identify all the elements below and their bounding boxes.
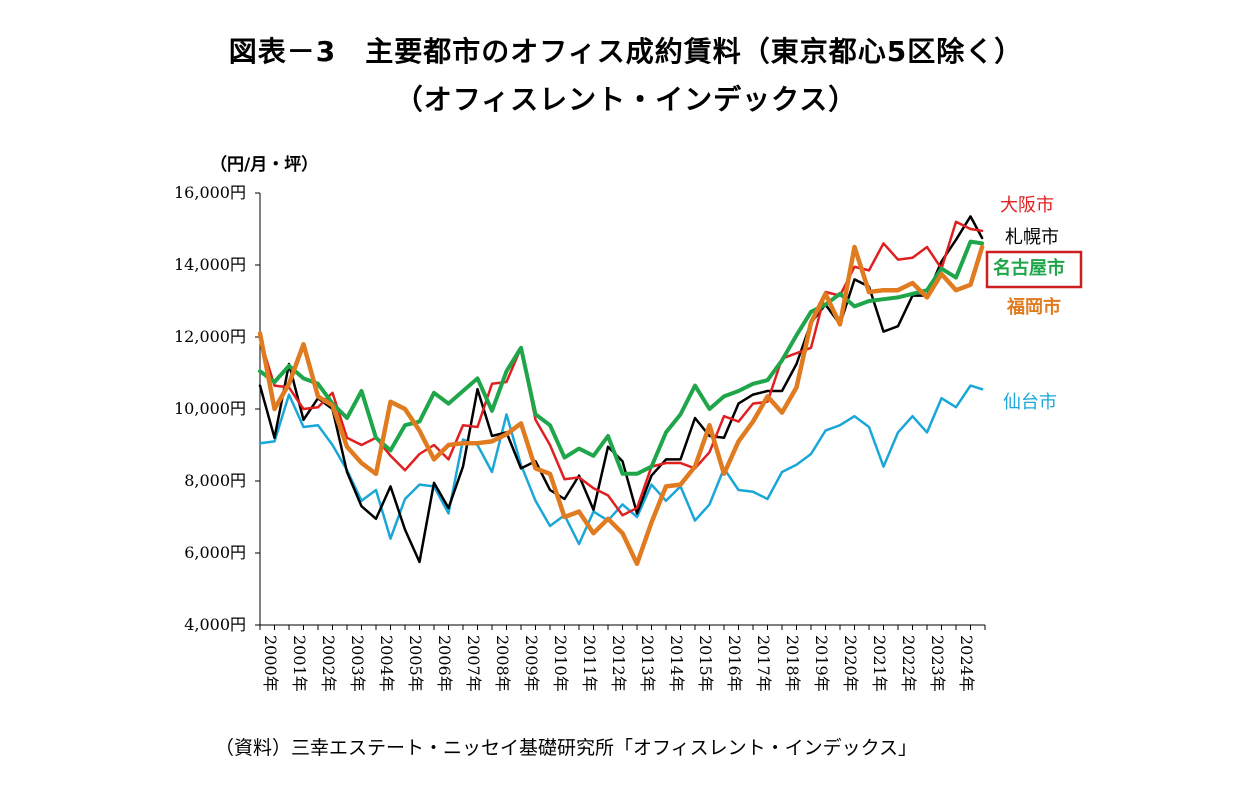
series-label: 大阪市 — [1000, 195, 1054, 216]
x-tick-label: 2013年 — [638, 635, 657, 692]
x-tick-label: 2023年 — [928, 635, 947, 692]
x-tick-label: 2006年 — [435, 635, 454, 692]
x-tick-label: 2018年 — [783, 635, 802, 692]
series-label-box — [985, 250, 1083, 289]
x-tick-label: 2019年 — [812, 635, 831, 692]
y-tick-label: 6,000円 — [184, 543, 246, 562]
x-tick-label: 2024年 — [957, 635, 976, 692]
series-label: 福岡市 — [1006, 296, 1061, 318]
x-tick-label: 2008年 — [493, 635, 512, 692]
y-axis-unit-label: （円/月・坪） — [210, 155, 319, 175]
source-note: （資料）三幸エステート・ニッセイ基礎研究所「オフィスレント・インデックス」 — [215, 737, 918, 759]
y-tick-label: 14,000円 — [174, 255, 246, 274]
x-tick-label: 2009年 — [522, 635, 541, 692]
series-line-札幌市 — [258, 215, 984, 564]
chart-title-line1: 図表－3 主要都市のオフィス成約賃料（東京都心5区除く） — [228, 35, 1024, 68]
x-tick-label: 2001年 — [290, 635, 309, 692]
x-tick-label: 2000年 — [261, 635, 280, 692]
y-tick-label: 12,000円 — [174, 327, 246, 346]
chart-title-line2: （オフィスレント・インデックス） — [394, 83, 858, 116]
x-tick-label: 2003年 — [348, 635, 367, 692]
x-tick-label: 2015年 — [696, 635, 715, 692]
x-tick-label: 2010年 — [551, 635, 570, 692]
x-tick-label: 2016年 — [725, 635, 744, 692]
x-tick-label: 2005年 — [406, 635, 425, 692]
y-tick-label: 4,000円 — [184, 615, 246, 634]
series-label: 札幌市 — [1005, 227, 1059, 248]
series-label: 名古屋市 — [993, 257, 1065, 279]
x-tick-label: 2014年 — [667, 635, 686, 692]
x-tick-label: 2020年 — [841, 635, 860, 692]
x-tick-label: 2002年 — [319, 635, 338, 692]
y-tick-label: 8,000円 — [184, 471, 246, 490]
y-tick-label: 10,000円 — [174, 399, 246, 418]
series-label: 仙台市 — [1003, 392, 1057, 413]
x-tick-label: 2022年 — [899, 635, 918, 692]
x-tick-label: 2021年 — [870, 635, 889, 692]
y-tick-label: 16,000円 — [174, 183, 246, 202]
x-tick-label: 2012年 — [609, 635, 628, 692]
x-tick-label: 2011年 — [580, 635, 599, 692]
x-tick-label: 2004年 — [377, 635, 396, 692]
series-line-福岡市 — [257, 244, 985, 567]
x-tick-label: 2017年 — [754, 635, 773, 692]
x-tick-label: 2007年 — [464, 635, 483, 692]
